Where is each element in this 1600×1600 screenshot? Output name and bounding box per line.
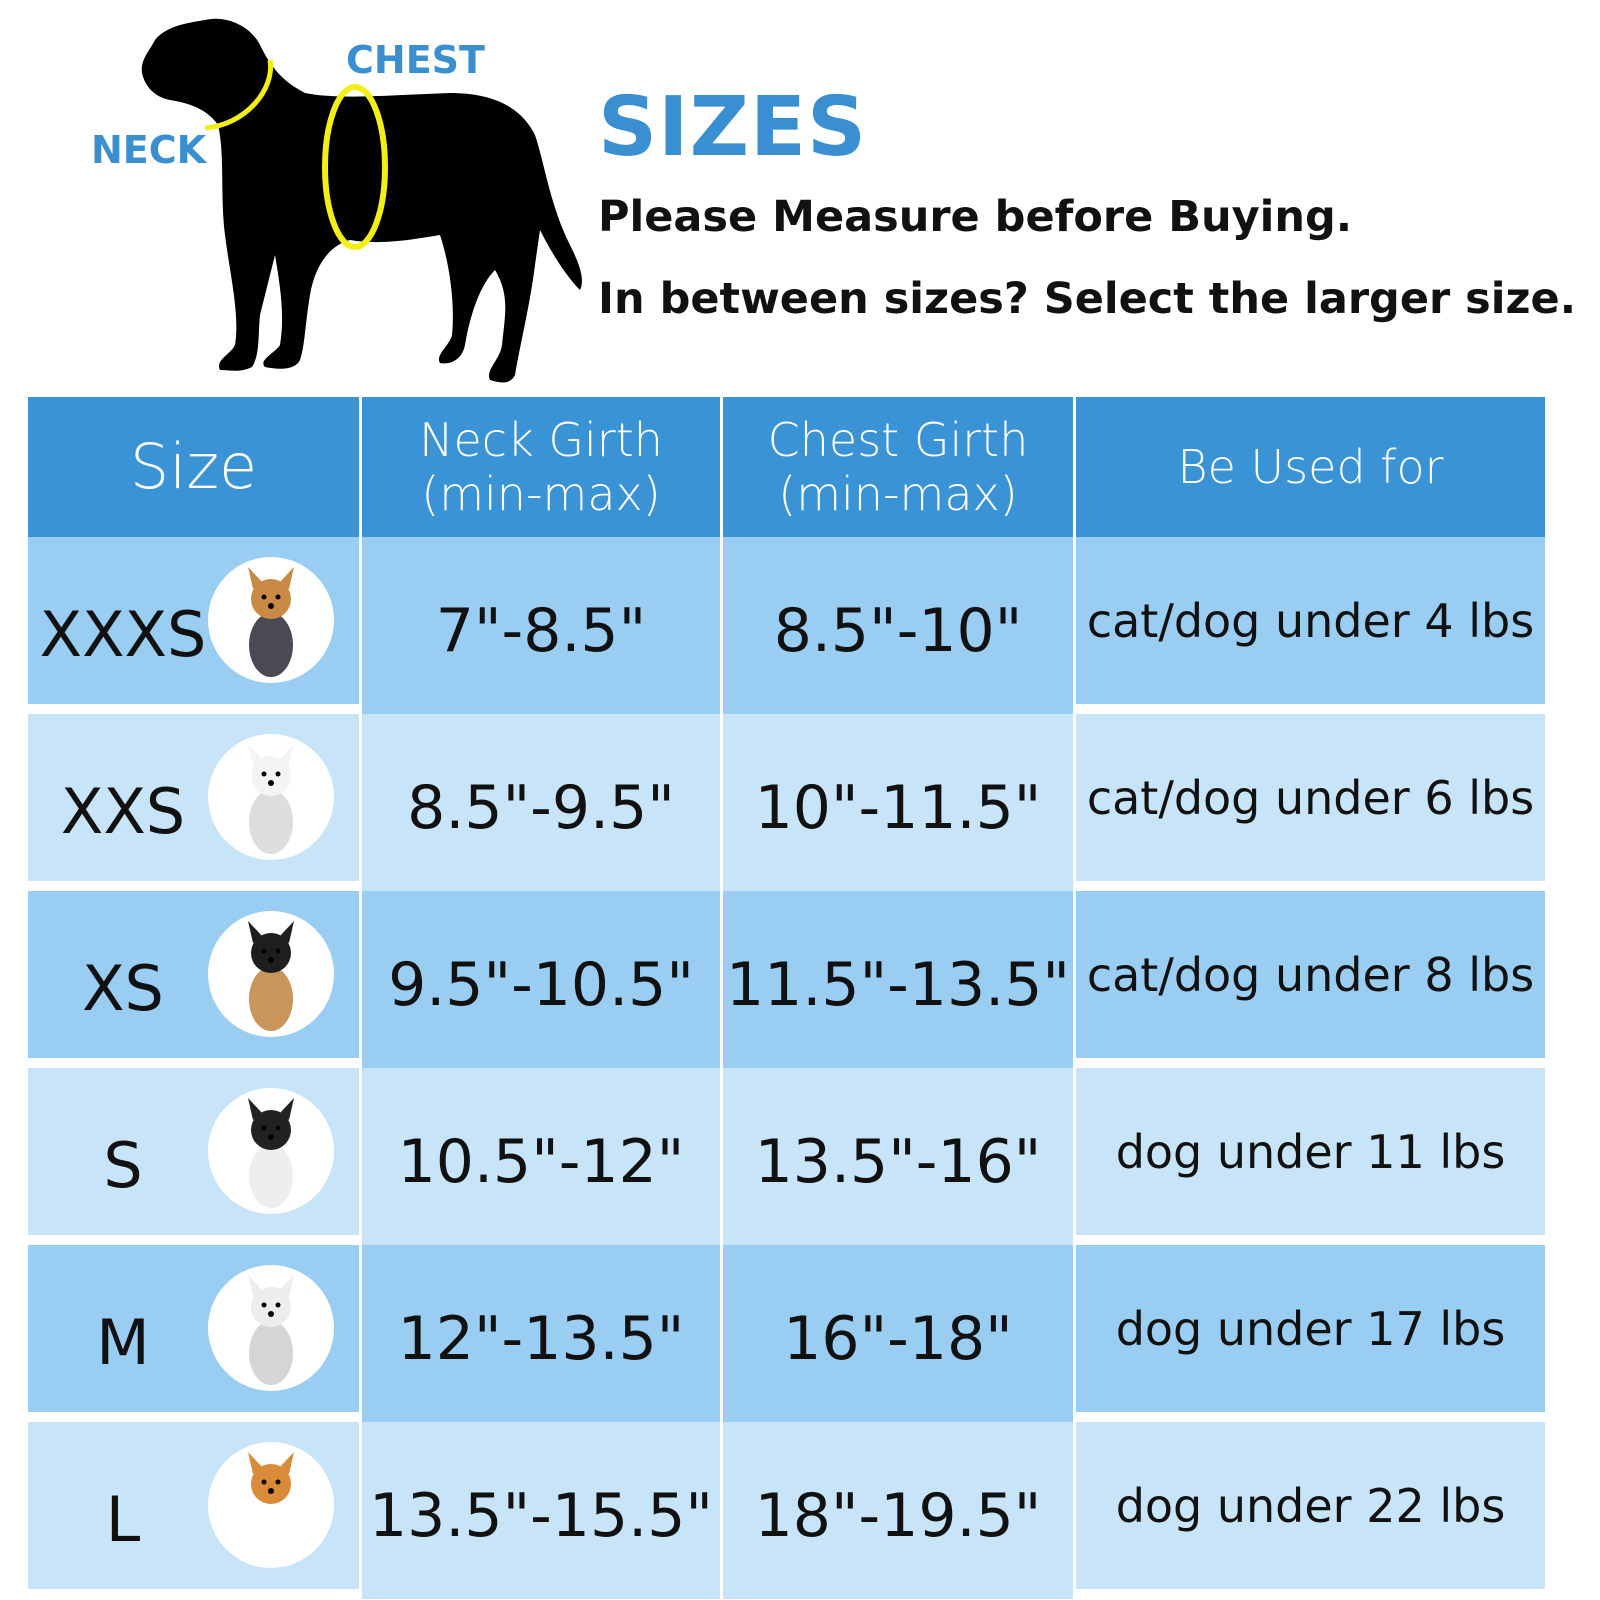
chest-label: CHEST (346, 38, 485, 82)
size-label: M (96, 1306, 150, 1379)
cell-chest: 8.5"-10" (723, 537, 1073, 714)
cell-chest: 18"-19.5" (723, 1422, 1073, 1599)
size-label: XS (82, 952, 164, 1025)
dog-icon (248, 1098, 294, 1208)
size-label: XXXS (39, 598, 207, 671)
page-title: SIZES (598, 80, 868, 175)
cell-use: cat/dog under 6 lbs (1076, 714, 1545, 881)
header-chest-girth: Chest Girth (min-max) (723, 397, 1073, 537)
dog-icon (248, 567, 294, 677)
cell-neck: 7"-8.5" (362, 537, 720, 714)
size-chart-table: Size Neck Girth (min-max) Chest Girth (min… (28, 397, 1545, 1599)
cell-use: dog under 11 lbs (1076, 1068, 1545, 1235)
table-row-size-cell: XXS (28, 714, 359, 881)
measure-instruction: Please Measure before Buying. (598, 192, 1353, 242)
chest-measure-ring (322, 84, 388, 250)
dog-photo-boston-terrier (208, 1088, 334, 1214)
cell-chest: 11.5"-13.5" (723, 891, 1073, 1068)
cell-neck: 13.5"-15.5" (362, 1422, 720, 1599)
header-neck-girth: Neck Girth (min-max) (362, 397, 720, 537)
dog-photo-bichon (208, 1265, 334, 1391)
table-row-size-cell: L (28, 1422, 359, 1589)
neck-label: NECK (91, 128, 207, 172)
table-row-size-cell: XXXS (28, 537, 359, 704)
dog-icon (248, 921, 294, 1031)
size-label: L (105, 1483, 141, 1556)
cell-chest: 16"-18" (723, 1245, 1073, 1422)
cell-neck: 12"-13.5" (362, 1245, 720, 1422)
cell-chest: 13.5"-16" (723, 1068, 1073, 1245)
cell-use: cat/dog under 8 lbs (1076, 891, 1545, 1058)
table-row-size-cell: S (28, 1068, 359, 1235)
cell-use: cat/dog under 4 lbs (1076, 537, 1545, 704)
size-advice: In between sizes? Select the larger size… (598, 274, 1577, 324)
cell-neck: 10.5"-12" (362, 1068, 720, 1245)
header-size: Size (28, 397, 359, 537)
header-chest-line2: (min-max) (778, 467, 1018, 521)
size-label: XXS (60, 775, 186, 848)
header-neck-line1: Neck Girth (419, 413, 663, 467)
header-chest-line1: Chest Girth (767, 413, 1029, 467)
dog-photo-corgi (208, 1442, 334, 1568)
cell-use: dog under 22 lbs (1076, 1422, 1545, 1589)
cell-use: dog under 17 lbs (1076, 1245, 1545, 1412)
cell-chest: 10"-11.5" (723, 714, 1073, 891)
cell-neck: 9.5"-10.5" (362, 891, 720, 1068)
dog-silhouette-measure-diagram (141, 18, 582, 383)
dog-icon (248, 1452, 294, 1562)
dog-photo-yorkshire-terrier (208, 557, 334, 683)
dog-icon (248, 1275, 294, 1385)
header-used-for: Be Used for (1076, 397, 1545, 537)
dog-icon (248, 744, 294, 854)
neck-measure-ring (204, 59, 274, 131)
size-label: S (103, 1129, 143, 1202)
dog-photo-pomeranian (208, 734, 334, 860)
table-row-size-cell: M (28, 1245, 359, 1412)
dog-photo-chihuahua (208, 911, 334, 1037)
table-row-size-cell: XS (28, 891, 359, 1058)
header-neck-line2: (min-max) (421, 467, 661, 521)
cell-neck: 8.5"-9.5" (362, 714, 720, 891)
